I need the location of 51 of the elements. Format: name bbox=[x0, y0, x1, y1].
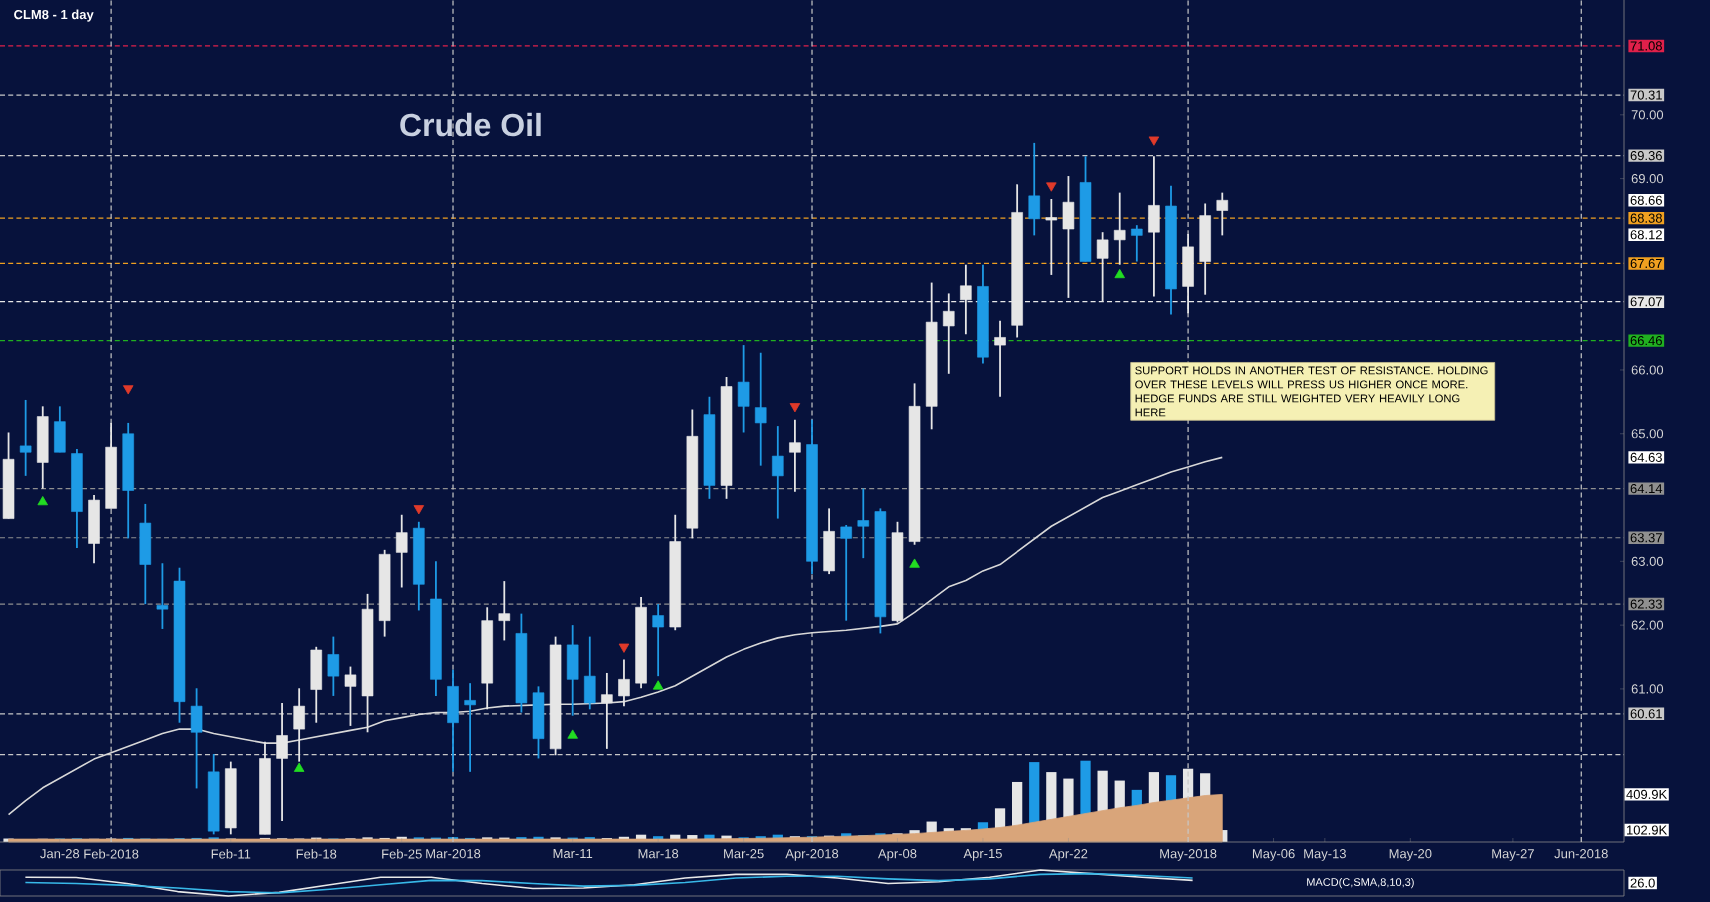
candlestick bbox=[464, 682, 476, 773]
point bbox=[413, 505, 425, 515]
candlestick bbox=[1131, 224, 1143, 263]
candlestick bbox=[344, 665, 357, 727]
point bbox=[652, 680, 664, 690]
candlestick bbox=[840, 524, 852, 622]
candlestick bbox=[498, 580, 511, 642]
candlestick bbox=[1216, 191, 1229, 237]
candlestick bbox=[19, 399, 32, 477]
candlestick bbox=[1062, 175, 1075, 299]
candlestick bbox=[857, 487, 870, 560]
point bbox=[618, 643, 630, 653]
candlestick bbox=[276, 702, 288, 822]
candlestick bbox=[772, 425, 784, 520]
candlestick bbox=[1045, 198, 1058, 276]
candlestick bbox=[737, 344, 750, 434]
candlestick bbox=[532, 685, 545, 760]
candlestick bbox=[566, 624, 579, 717]
candlestick bbox=[618, 658, 630, 708]
point bbox=[1046, 182, 1057, 192]
candlestick bbox=[395, 513, 408, 589]
candlestick bbox=[88, 494, 100, 565]
candlestick bbox=[327, 635, 340, 697]
point bbox=[789, 403, 801, 413]
point bbox=[122, 385, 134, 395]
point bbox=[1148, 136, 1160, 146]
point bbox=[37, 496, 48, 506]
candlestick bbox=[1028, 141, 1041, 237]
candlestick bbox=[156, 562, 169, 630]
point bbox=[1114, 268, 1125, 279]
candlestick bbox=[293, 687, 305, 763]
candlestick bbox=[1199, 202, 1211, 296]
candlestick bbox=[994, 319, 1006, 398]
candlestick bbox=[823, 507, 835, 575]
point bbox=[567, 729, 578, 739]
text: Crude Oil bbox=[400, 112, 541, 137]
candlestick bbox=[54, 405, 66, 454]
point bbox=[909, 558, 920, 568]
candlestick bbox=[601, 672, 613, 750]
candlestick bbox=[139, 503, 152, 605]
candlestick bbox=[190, 687, 203, 790]
candlestick bbox=[310, 645, 323, 724]
candlestick bbox=[584, 635, 596, 711]
candlestick bbox=[789, 418, 801, 493]
candlestick bbox=[447, 668, 459, 773]
candlestick bbox=[1148, 155, 1160, 298]
candlestick bbox=[754, 351, 767, 467]
candlestick bbox=[36, 405, 49, 490]
point bbox=[293, 762, 305, 772]
candlestick bbox=[652, 603, 664, 678]
candlestick bbox=[1113, 191, 1126, 266]
